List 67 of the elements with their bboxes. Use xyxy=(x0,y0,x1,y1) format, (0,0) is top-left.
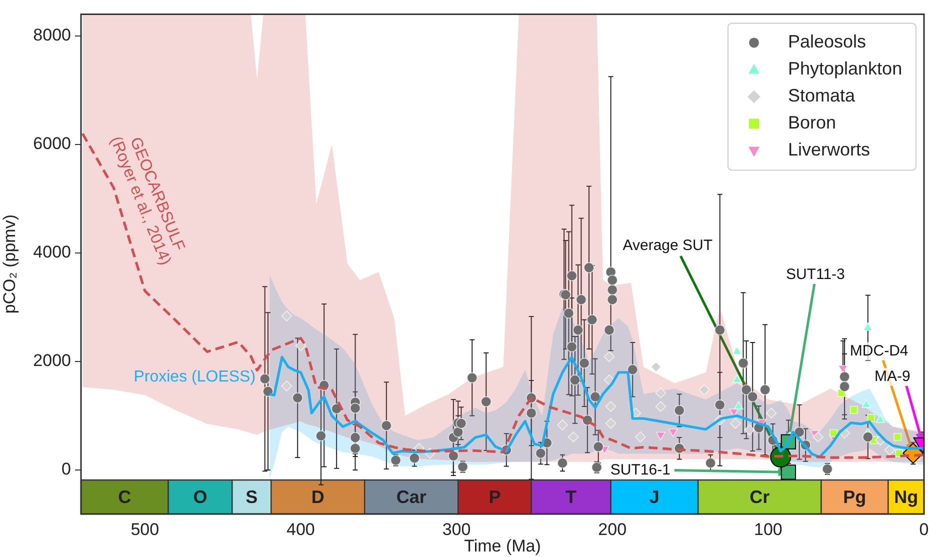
point xyxy=(568,432,579,442)
point xyxy=(281,310,292,322)
x-tick-label: 300 xyxy=(442,520,471,539)
point xyxy=(605,401,616,412)
point xyxy=(862,400,872,408)
point xyxy=(604,351,615,362)
y-tick-label: 8000 xyxy=(33,26,71,45)
y-tick-label: 2000 xyxy=(33,351,71,370)
point xyxy=(830,429,838,438)
band-label: C xyxy=(118,486,132,507)
band-label: D xyxy=(311,486,324,507)
point xyxy=(295,340,306,352)
point xyxy=(744,424,755,436)
legend-label: Phytoplankton xyxy=(788,58,902,79)
point xyxy=(730,418,741,429)
point xyxy=(766,408,777,418)
point xyxy=(876,414,886,424)
band-label: T xyxy=(566,486,577,507)
point xyxy=(838,365,848,374)
point xyxy=(894,433,902,441)
band-label: Pg xyxy=(843,486,866,507)
band-label: O xyxy=(193,486,208,507)
x-tick-label: 400 xyxy=(286,520,315,539)
point xyxy=(605,418,616,429)
point xyxy=(734,401,744,410)
y-tick-label: 0 xyxy=(62,460,71,479)
point xyxy=(850,406,858,414)
point xyxy=(656,432,666,440)
legend-label: Boron xyxy=(788,112,836,133)
point xyxy=(698,384,710,396)
point xyxy=(884,444,896,456)
point xyxy=(655,401,666,412)
y-tick-label: 6000 xyxy=(33,134,71,154)
annotation: MDC-D4 xyxy=(850,342,908,360)
point xyxy=(867,414,875,422)
band-label: S xyxy=(246,486,258,507)
legend-label: Paleosols xyxy=(788,32,866,52)
point xyxy=(650,362,662,372)
x-tick-label: 0 xyxy=(919,520,929,539)
band-label: P xyxy=(488,486,501,507)
y-tick-label: 4000 xyxy=(33,242,71,262)
point xyxy=(557,420,568,430)
point xyxy=(732,374,742,383)
point xyxy=(780,464,796,480)
series-label: Proxies (LOESS) xyxy=(134,368,256,386)
point xyxy=(732,346,742,355)
x-axis-title: Time (Ma) xyxy=(464,536,541,556)
legend-label: Stomata xyxy=(788,86,856,106)
point xyxy=(668,428,678,437)
point xyxy=(812,432,824,442)
annotation: SUT16-1 xyxy=(610,461,670,478)
point xyxy=(655,388,666,398)
x-tick-label: 200 xyxy=(598,520,627,539)
band-label: Cr xyxy=(750,486,770,507)
band-label: J xyxy=(649,486,660,507)
point xyxy=(281,380,292,392)
annotation: SUT11-3 xyxy=(786,266,845,283)
x-tick-label: 500 xyxy=(130,520,160,539)
point xyxy=(863,322,873,331)
x-tick-label: 100 xyxy=(754,520,782,539)
annotation: Average SUT xyxy=(622,237,713,254)
point xyxy=(635,432,646,442)
annotation: MA-9 xyxy=(874,368,910,386)
y-axis-title: pCO₂ (ppmv) xyxy=(0,214,19,314)
legend-label: Liverworts xyxy=(788,140,870,160)
band-label: Car xyxy=(396,486,426,507)
band-label: Ng xyxy=(894,486,918,507)
